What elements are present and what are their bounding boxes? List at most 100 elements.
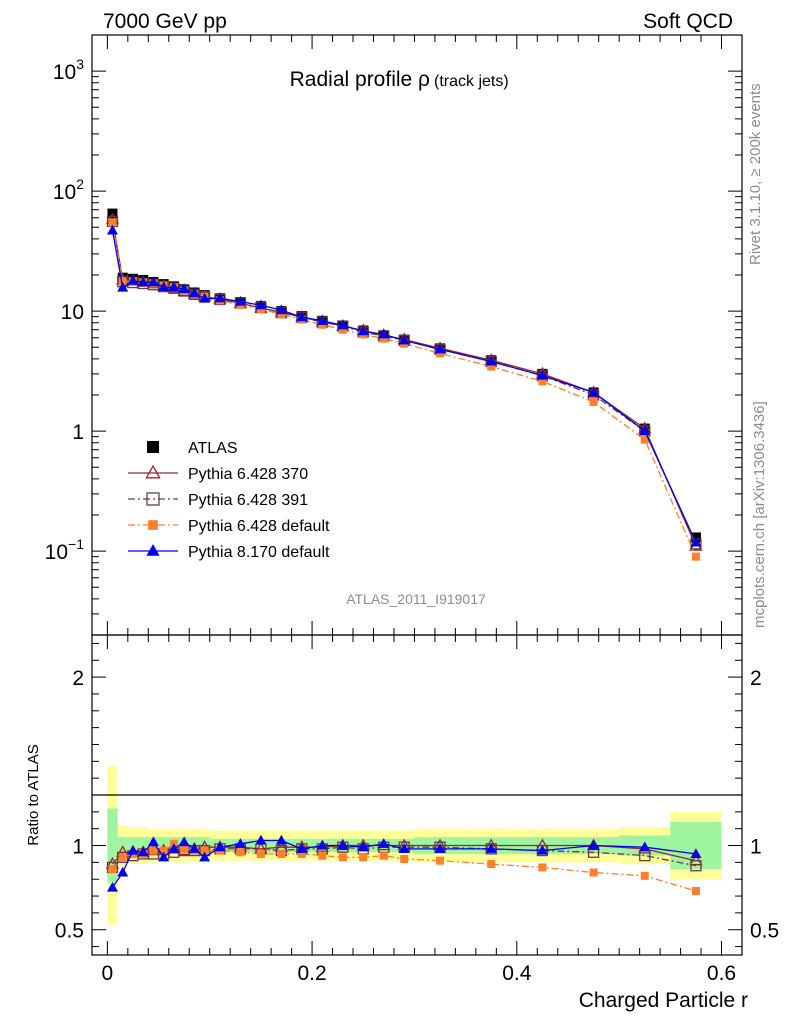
legend-entry-py391: Pythia 6.428 391 [128,492,308,509]
ratio-point-py8 [337,839,349,850]
data-point-pydef [338,325,347,334]
series-pydef [108,218,700,561]
data-point-py8 [357,325,369,336]
ratio-point-pydef [487,860,496,869]
y-tick-label: 102 [53,176,84,204]
y-tick-label-base: 10 [53,61,76,84]
ratio-point-pydef [200,846,209,855]
data-point-py8 [127,275,139,285]
legend-label: Pythia 6.428 default [188,518,330,535]
legend-entry-pydef: Pythia 6.428 default [128,518,330,535]
legend-label: Pythia 6.428 391 [188,492,308,509]
ratio-point-pydef [180,844,189,853]
legend-label: ATLAS [188,440,238,457]
ratio-point-pydef [691,887,700,895]
data-point-py8 [137,276,149,287]
ratio-point-pydef [589,868,598,877]
data-point-py8 [255,299,267,310]
ratio-series-py8 [106,834,702,892]
data-point-pydef [640,435,649,444]
analysis-label: ATLAS_2011_I919017 [346,591,486,607]
ratio-point-py8 [275,834,287,845]
legend-marker-pydef [148,520,158,530]
data-point-py8 [316,315,328,325]
header-left: 7000 GeV pp [103,10,227,33]
ratio-point-pydef [149,846,158,855]
ratio-point-py8 [316,839,328,850]
data-point-py8 [199,292,211,303]
x-axis-label: Charged Particle r [579,989,748,1012]
ratio-point-pydef [436,856,445,865]
ratio-point-py8 [199,851,211,862]
ratio-panel: 0.5 0.5 1 1 2 2 0 0.2 0.4 0.6 Ratio to ATLAS Char… [25,634,779,1012]
data-point-py8 [337,319,349,330]
data-point-py8 [158,281,170,291]
ratio-y-tick-label-right: 0.5 [750,920,779,943]
y-tick-label: 10 [61,301,84,324]
ratio-y-tick-label-right: 2 [750,667,762,690]
legend-label: Pythia 6.428 370 [188,466,308,483]
ratio-point-py8 [234,838,246,848]
ratio-point-pydef [359,853,368,862]
data-point-py8 [168,281,180,292]
data-point-py8 [398,334,410,345]
data-point-py8 [106,224,118,235]
data-point-py8 [485,355,497,366]
data-point-py8 [536,369,548,380]
x-tick-label: 0.2 [297,962,326,985]
ratio-y-tick-label: 1 [72,836,84,859]
ratio-point-py8 [434,843,446,853]
ratio-point-py8 [296,843,308,853]
ratio-y-tick-label: 0.5 [55,920,84,943]
ratio-point-py8 [536,844,548,855]
ratio-point-pydef [108,865,117,874]
ratio-point-py8 [588,839,600,850]
data-point-py8 [639,425,651,436]
main-title: Radial profile ρ [290,68,430,91]
ratio-y-tick-label-right: 1 [750,836,762,859]
data-point-py8 [296,311,308,322]
series-py8 [106,224,702,547]
data-point-pydef [691,552,700,561]
ratio-point-py8 [255,834,267,845]
main-title-suffix: (track jets) [434,73,509,90]
ratio-point-py8 [178,836,190,847]
ratio-point-py8 [188,843,200,853]
ratio-point-pydef [118,853,127,862]
ratio-point-pydef [159,846,168,855]
x-tick-label: 0.6 [707,962,736,985]
rivet-label: Rivet 3.1.10, ≥ 200k events [747,83,764,265]
data-point-py8 [434,343,446,354]
ratio-point-py370 [689,853,703,866]
legend-label: Pythia 8.170 default [188,544,330,561]
legend-marker-py8 [146,544,160,556]
data-point-pydef [379,334,388,343]
y-tick-label: 10−1 [45,536,85,564]
ratio-point-pydef [400,855,409,863]
ratio-point-pydef [338,853,347,862]
ratio-point-py8 [690,848,702,858]
legend-marker-atlas [147,441,159,453]
ratio-point-pydef [297,849,306,858]
data-point-py8 [378,328,390,339]
x-tick-label: 0 [102,962,114,985]
y-tick-label-base: 10 [61,301,84,324]
ratio-point-py8 [137,846,149,857]
y-tick-label-exponent: 3 [76,56,84,72]
ratio-point-py8 [158,851,170,862]
ratio-point-py8 [168,843,180,853]
legend-marker-py391 [146,492,160,506]
ratio-ylabel: Ratio to ATLAS [25,744,42,845]
ratio-point-py391 [690,860,702,872]
data-point-py8 [188,287,200,298]
ratio-point-py8 [106,881,118,892]
y-tick-label-base: 10 [53,181,76,204]
data-point-py8 [178,283,190,293]
ratio-point-py8 [378,838,390,848]
ratio-point-py8 [357,841,369,852]
band-inner [107,808,118,883]
data-point-pydef [277,310,286,319]
legend-entry-atlas: ATLAS [147,440,238,457]
